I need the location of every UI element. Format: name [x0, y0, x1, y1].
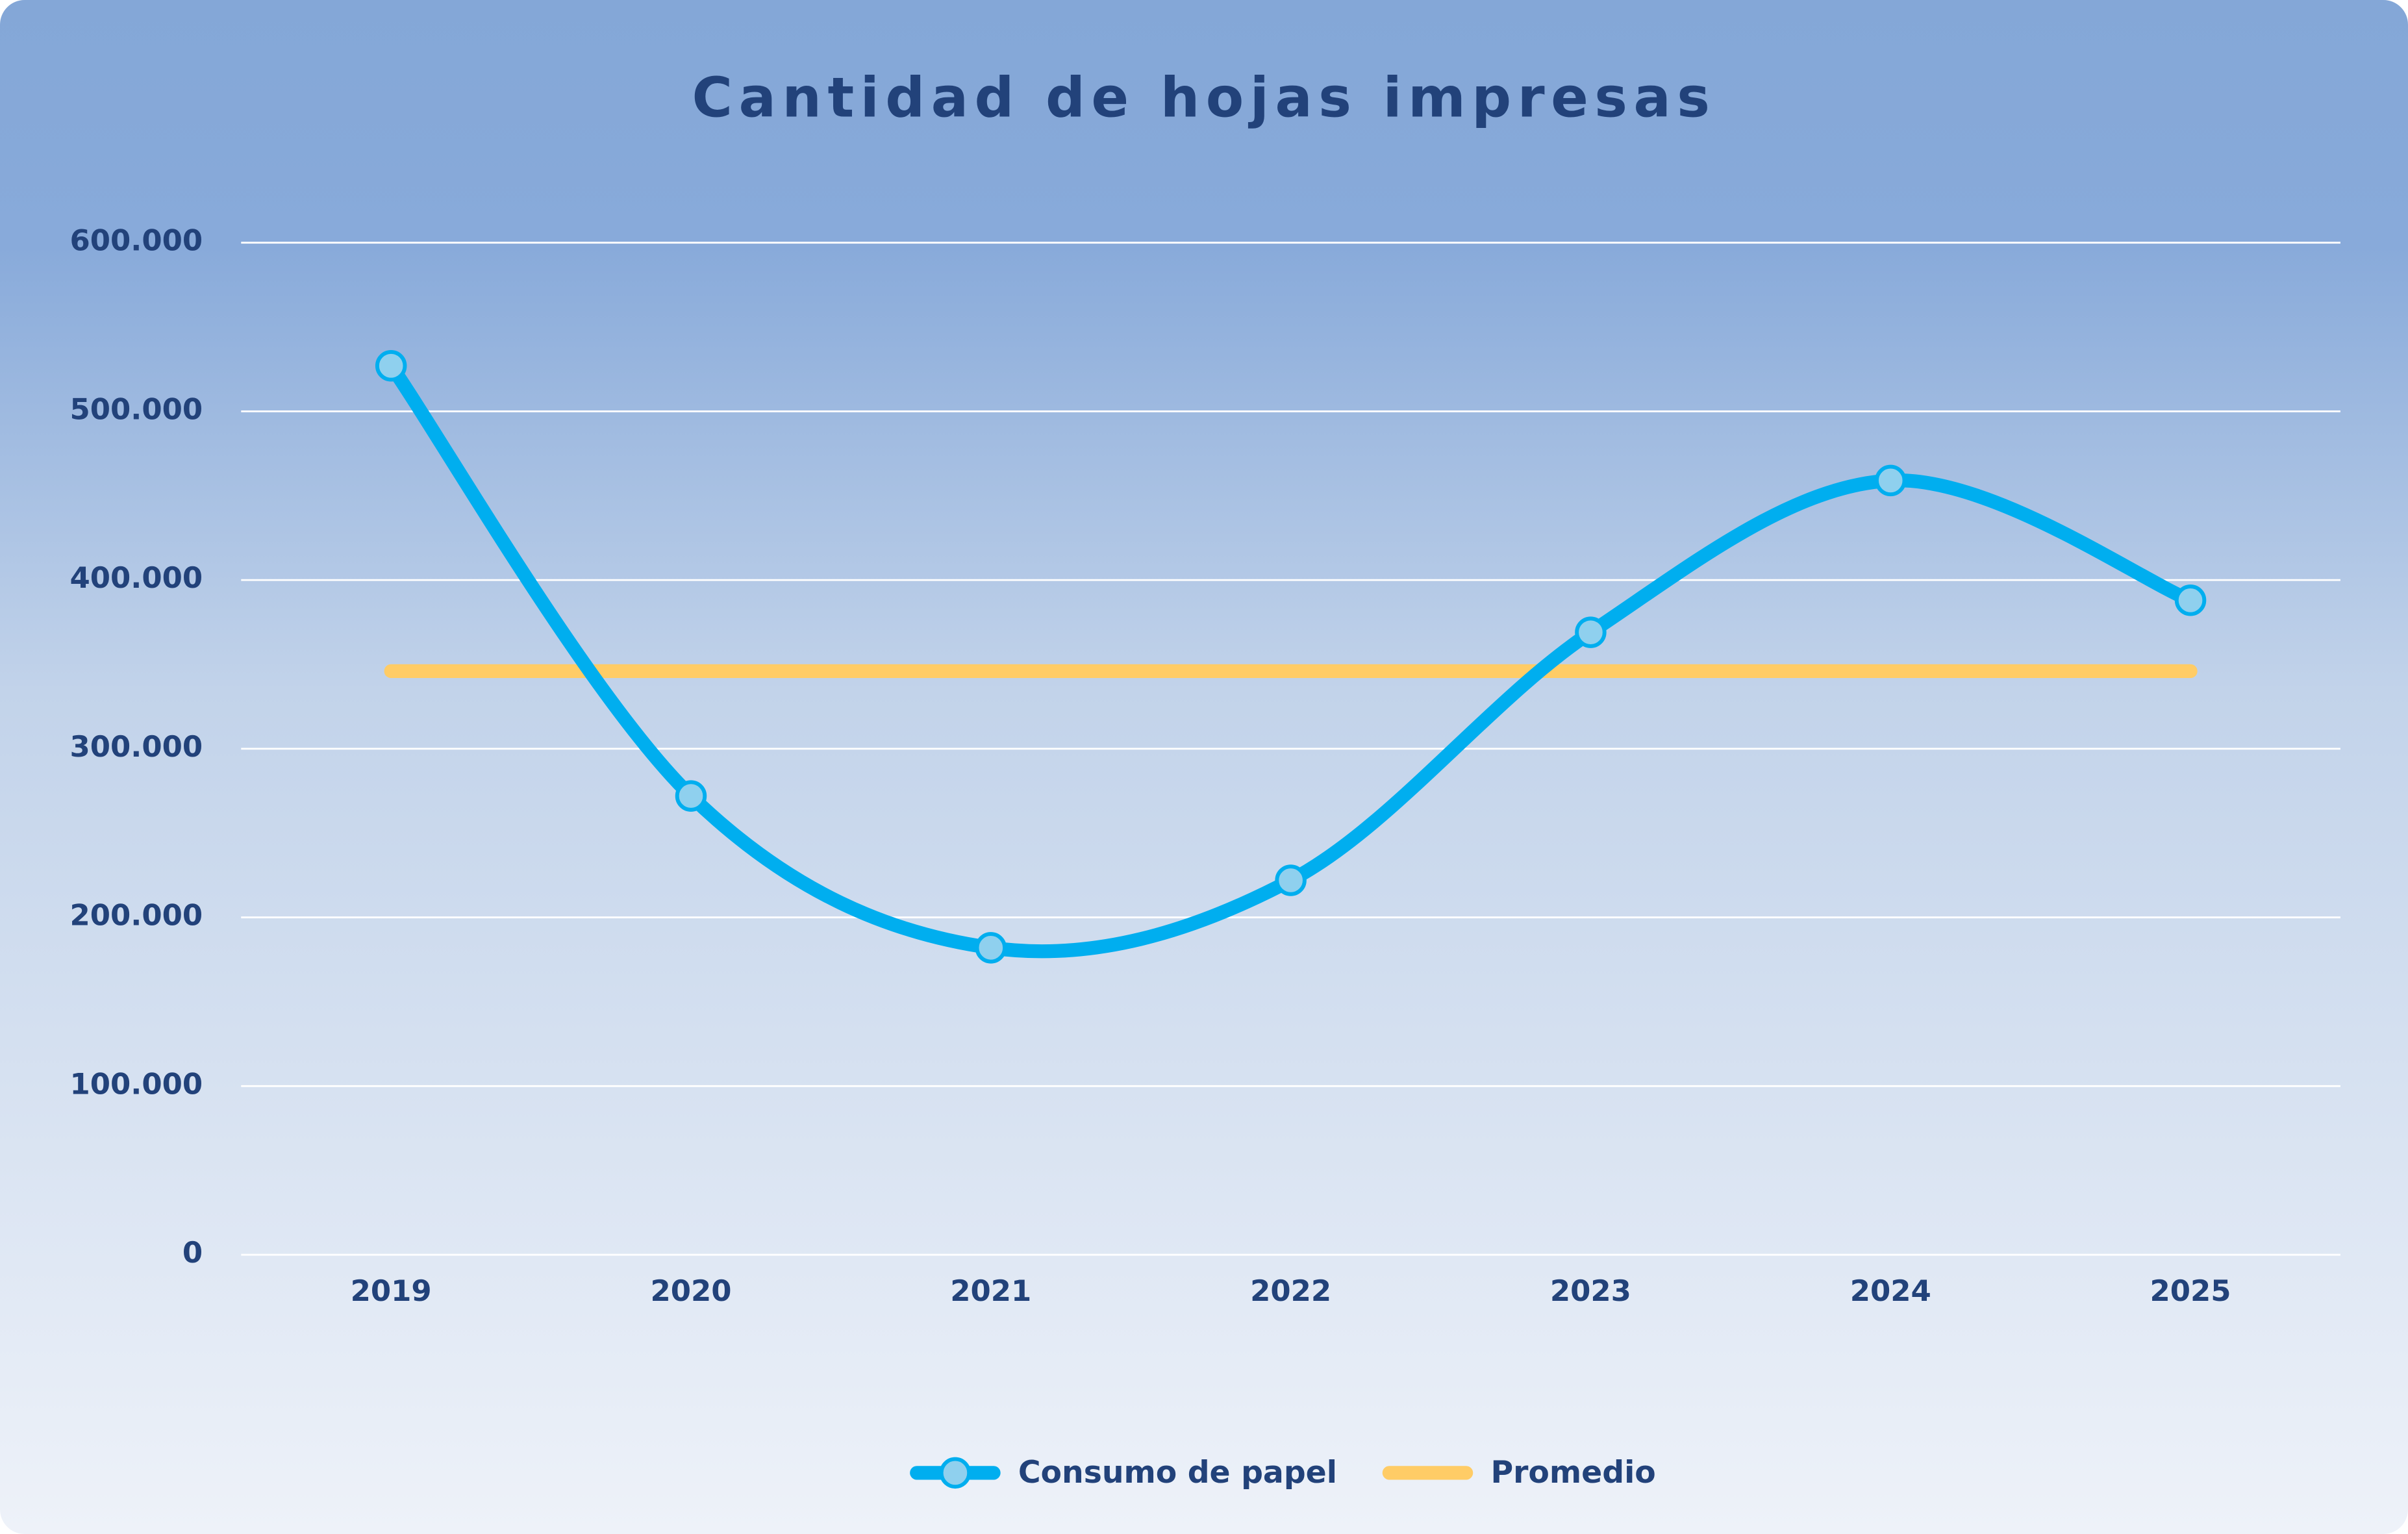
data-point: [1275, 864, 1307, 896]
x-tick-label: 2021: [950, 1274, 1031, 1308]
x-tick-label: 2022: [1250, 1274, 1331, 1308]
data-point: [1874, 464, 1907, 497]
y-tick-label: 500.000: [70, 392, 203, 426]
data-point: [2174, 585, 2207, 616]
y-tick-label: 400.000: [70, 560, 203, 595]
legend-marker: [939, 1457, 972, 1489]
x-tick-label: 2019: [351, 1274, 432, 1308]
y-tick-label: 600.000: [70, 223, 203, 258]
chart-title: Cantidad de hojas impresas: [692, 66, 1716, 131]
x-tick-label: 2020: [650, 1274, 731, 1308]
x-tick-label: 2023: [1550, 1274, 1631, 1308]
legend-label: Promedio: [1490, 1455, 1655, 1490]
legend-label: Consumo de papel: [1018, 1455, 1337, 1490]
x-tick-label: 2025: [2150, 1274, 2231, 1308]
x-tick-label: 2024: [1850, 1274, 1931, 1308]
y-tick-label: 0: [182, 1235, 203, 1270]
data-point: [975, 932, 1007, 964]
y-tick-label: 300.000: [70, 729, 203, 764]
data-point: [375, 350, 407, 382]
data-point: [1575, 616, 1607, 648]
y-tick-label: 200.000: [70, 898, 203, 933]
data-point: [675, 780, 707, 812]
y-tick-label: 100.000: [70, 1066, 203, 1101]
